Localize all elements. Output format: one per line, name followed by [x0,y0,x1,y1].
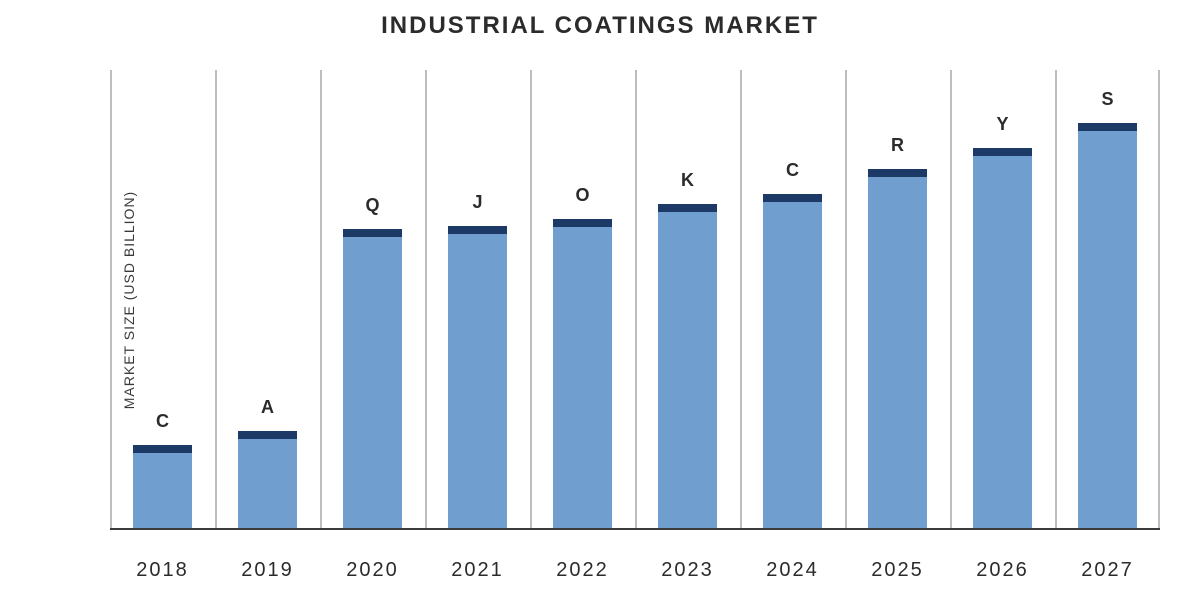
bar-cap [553,219,612,227]
bar-2019: A [238,431,297,530]
bar-slot: C [740,70,845,530]
x-label: 2022 [530,559,635,582]
bar-slot: O [530,70,635,530]
bar-2026: Y [973,148,1032,530]
bar-cap [343,229,402,237]
bar-slot: C [110,70,215,530]
bars-group: C A Q J [110,70,1160,530]
bar-cap [973,148,1032,156]
bar-2018: C [133,445,192,530]
x-label: 2018 [110,559,215,582]
bar-value-label: K [681,170,694,191]
chart-title: INDUSTRIAL COATINGS MARKET [0,12,1200,40]
bar-value-label: O [575,185,589,206]
bar-cap [1078,123,1137,131]
bar-slot: J [425,70,530,530]
x-label: 2027 [1055,559,1160,582]
bar-slot: A [215,70,320,530]
bar-value-label: S [1101,89,1113,110]
bar-cap [238,431,297,439]
bar-slot: S [1055,70,1160,530]
bar-2024: C [763,194,822,530]
bar-2020: Q [343,229,402,530]
bar-value-label: A [261,397,274,418]
bar-slot: K [635,70,740,530]
x-axis-line [110,528,1160,530]
bar-slot: Y [950,70,1055,530]
bar-2025: R [868,169,927,530]
bar-cap [658,204,717,212]
x-label: 2020 [320,559,425,582]
bar-2027: S [1078,123,1137,530]
bar-value-label: Q [365,195,379,216]
plot-area: C A Q J [110,70,1160,530]
chart-container: INDUSTRIAL COATINGS MARKET MARKET SIZE (… [0,0,1200,600]
x-label: 2026 [950,559,1055,582]
bar-2021: J [448,226,507,530]
x-label: 2024 [740,559,845,582]
bar-slot: Q [320,70,425,530]
bar-value-label: J [472,192,482,213]
bar-value-label: R [891,135,904,156]
x-label: 2021 [425,559,530,582]
bar-value-label: Y [996,114,1008,135]
bar-cap [868,169,927,177]
x-label: 2025 [845,559,950,582]
bar-cap [133,445,192,453]
bar-2023: K [658,204,717,530]
bar-value-label: C [786,160,799,181]
bar-cap [763,194,822,202]
x-axis-labels: 2018 2019 2020 2021 2022 2023 2024 2025 … [110,559,1160,582]
bar-value-label: C [156,411,169,432]
bar-2022: O [553,219,612,530]
x-label: 2019 [215,559,320,582]
x-label: 2023 [635,559,740,582]
bar-slot: R [845,70,950,530]
bar-cap [448,226,507,234]
